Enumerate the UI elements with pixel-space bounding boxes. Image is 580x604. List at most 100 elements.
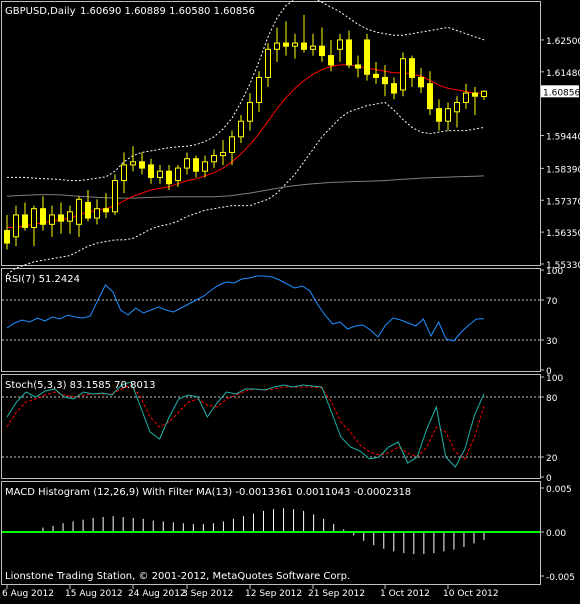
candle-body-bull xyxy=(293,43,298,46)
symbol-label: GBPUSD,Daily xyxy=(5,6,76,17)
candle xyxy=(104,193,109,218)
candle-body-bull xyxy=(50,215,55,224)
candle-body-bull xyxy=(455,102,460,111)
rsi-label: RSI(7) 51.2424 xyxy=(5,274,80,285)
candle-body-bear xyxy=(86,202,91,218)
candle xyxy=(446,102,451,130)
candle xyxy=(23,202,28,230)
candle-body-bear xyxy=(365,40,370,74)
price-tick-label: 1.57370 xyxy=(546,197,580,207)
candle xyxy=(356,56,361,78)
time-tick-label: 15 Aug 2012 xyxy=(65,589,123,599)
candle xyxy=(473,87,478,115)
candle xyxy=(437,99,442,130)
candle xyxy=(149,159,154,184)
candle xyxy=(266,43,271,87)
macd-tick-label: -0.005 xyxy=(546,573,575,583)
candle-body-bull xyxy=(95,209,100,218)
candle-body-bull xyxy=(446,109,451,122)
stoch-tick-label: 100 xyxy=(546,374,563,384)
candle xyxy=(428,71,433,115)
stoch-levels xyxy=(2,397,540,457)
candle xyxy=(284,21,289,55)
candle-body-bull xyxy=(68,212,73,221)
candle xyxy=(248,93,253,131)
candle xyxy=(194,156,199,178)
rsi-series xyxy=(7,276,484,341)
candle xyxy=(5,215,10,249)
candle xyxy=(212,149,217,168)
candle xyxy=(455,96,460,127)
time-tick-label: 21 Sep 2012 xyxy=(308,589,365,599)
candle xyxy=(464,84,469,109)
candle-body-bear xyxy=(428,84,433,109)
candle-body-bear xyxy=(437,109,442,122)
candle-body-bull xyxy=(131,162,136,165)
candle-body-bear xyxy=(23,215,28,228)
candle-body-bear xyxy=(374,74,379,77)
candle xyxy=(482,90,487,100)
candle xyxy=(122,152,127,193)
candle-body-bear xyxy=(284,43,289,46)
candle xyxy=(59,202,64,233)
candles xyxy=(5,15,487,249)
candle-body-bear xyxy=(392,84,397,93)
rsi-tick-label: 70 xyxy=(546,297,558,307)
time-tick-label: 6 Aug 2012 xyxy=(2,589,54,599)
stoch-label: Stoch(5,3,3) 83.1585 70.8013 xyxy=(5,380,156,391)
bollinger-upper-line xyxy=(7,0,484,181)
time-tick-label: 3 Sep 2012 xyxy=(182,589,233,599)
candle-body-bull xyxy=(311,46,316,49)
candle-body-bear xyxy=(59,215,64,221)
last-price-label: 1.60856 xyxy=(543,88,580,98)
candle-body-bull xyxy=(32,209,37,228)
candle-body-bear xyxy=(347,40,352,65)
rsi-tick-label: 30 xyxy=(546,337,558,347)
price-panel[interactable]: 1.625001.614801.608561.594401.583901.573… xyxy=(2,0,580,274)
candle xyxy=(338,34,343,62)
candle xyxy=(365,34,370,81)
candle-body-bull xyxy=(230,137,235,153)
candle xyxy=(302,15,307,53)
candle-body-bear xyxy=(329,56,334,65)
candle-body-bull xyxy=(77,199,82,224)
candle xyxy=(311,34,316,56)
candle-body-bull xyxy=(14,215,19,237)
macd-label: MACD Histogram (12,26,9) With Filter MA(… xyxy=(5,487,411,498)
candle xyxy=(95,199,100,224)
candle xyxy=(401,52,406,96)
bollinger-lower-line xyxy=(7,102,484,274)
candle-body-bull xyxy=(275,43,280,49)
candle-body-bear xyxy=(320,46,325,55)
candle-body-bear xyxy=(419,77,424,86)
candle xyxy=(419,68,424,93)
candle xyxy=(293,34,298,59)
stoch-lines xyxy=(7,382,484,467)
ohlc-label: 1.60690 1.60889 1.60580 1.60856 xyxy=(80,6,255,17)
candle-body-bull xyxy=(212,156,217,162)
candle xyxy=(113,174,118,215)
stoch-tick-label: 20 xyxy=(546,454,558,464)
candle-body-bull xyxy=(338,40,343,49)
candle xyxy=(410,56,415,87)
rsi-panel-frame xyxy=(2,269,541,372)
candle-body-bear xyxy=(194,159,199,172)
candle xyxy=(77,196,82,237)
candle-body-bull xyxy=(113,181,118,212)
candle-body-bull xyxy=(122,165,127,181)
candle xyxy=(239,115,244,143)
time-tick-label: 24 Aug 2012 xyxy=(128,589,186,599)
candle xyxy=(392,77,397,99)
candle xyxy=(140,152,145,174)
candle-body-bull xyxy=(401,59,406,90)
macd-tick-label: 0.005 xyxy=(546,485,572,495)
candle xyxy=(221,140,226,165)
candle xyxy=(41,196,46,230)
